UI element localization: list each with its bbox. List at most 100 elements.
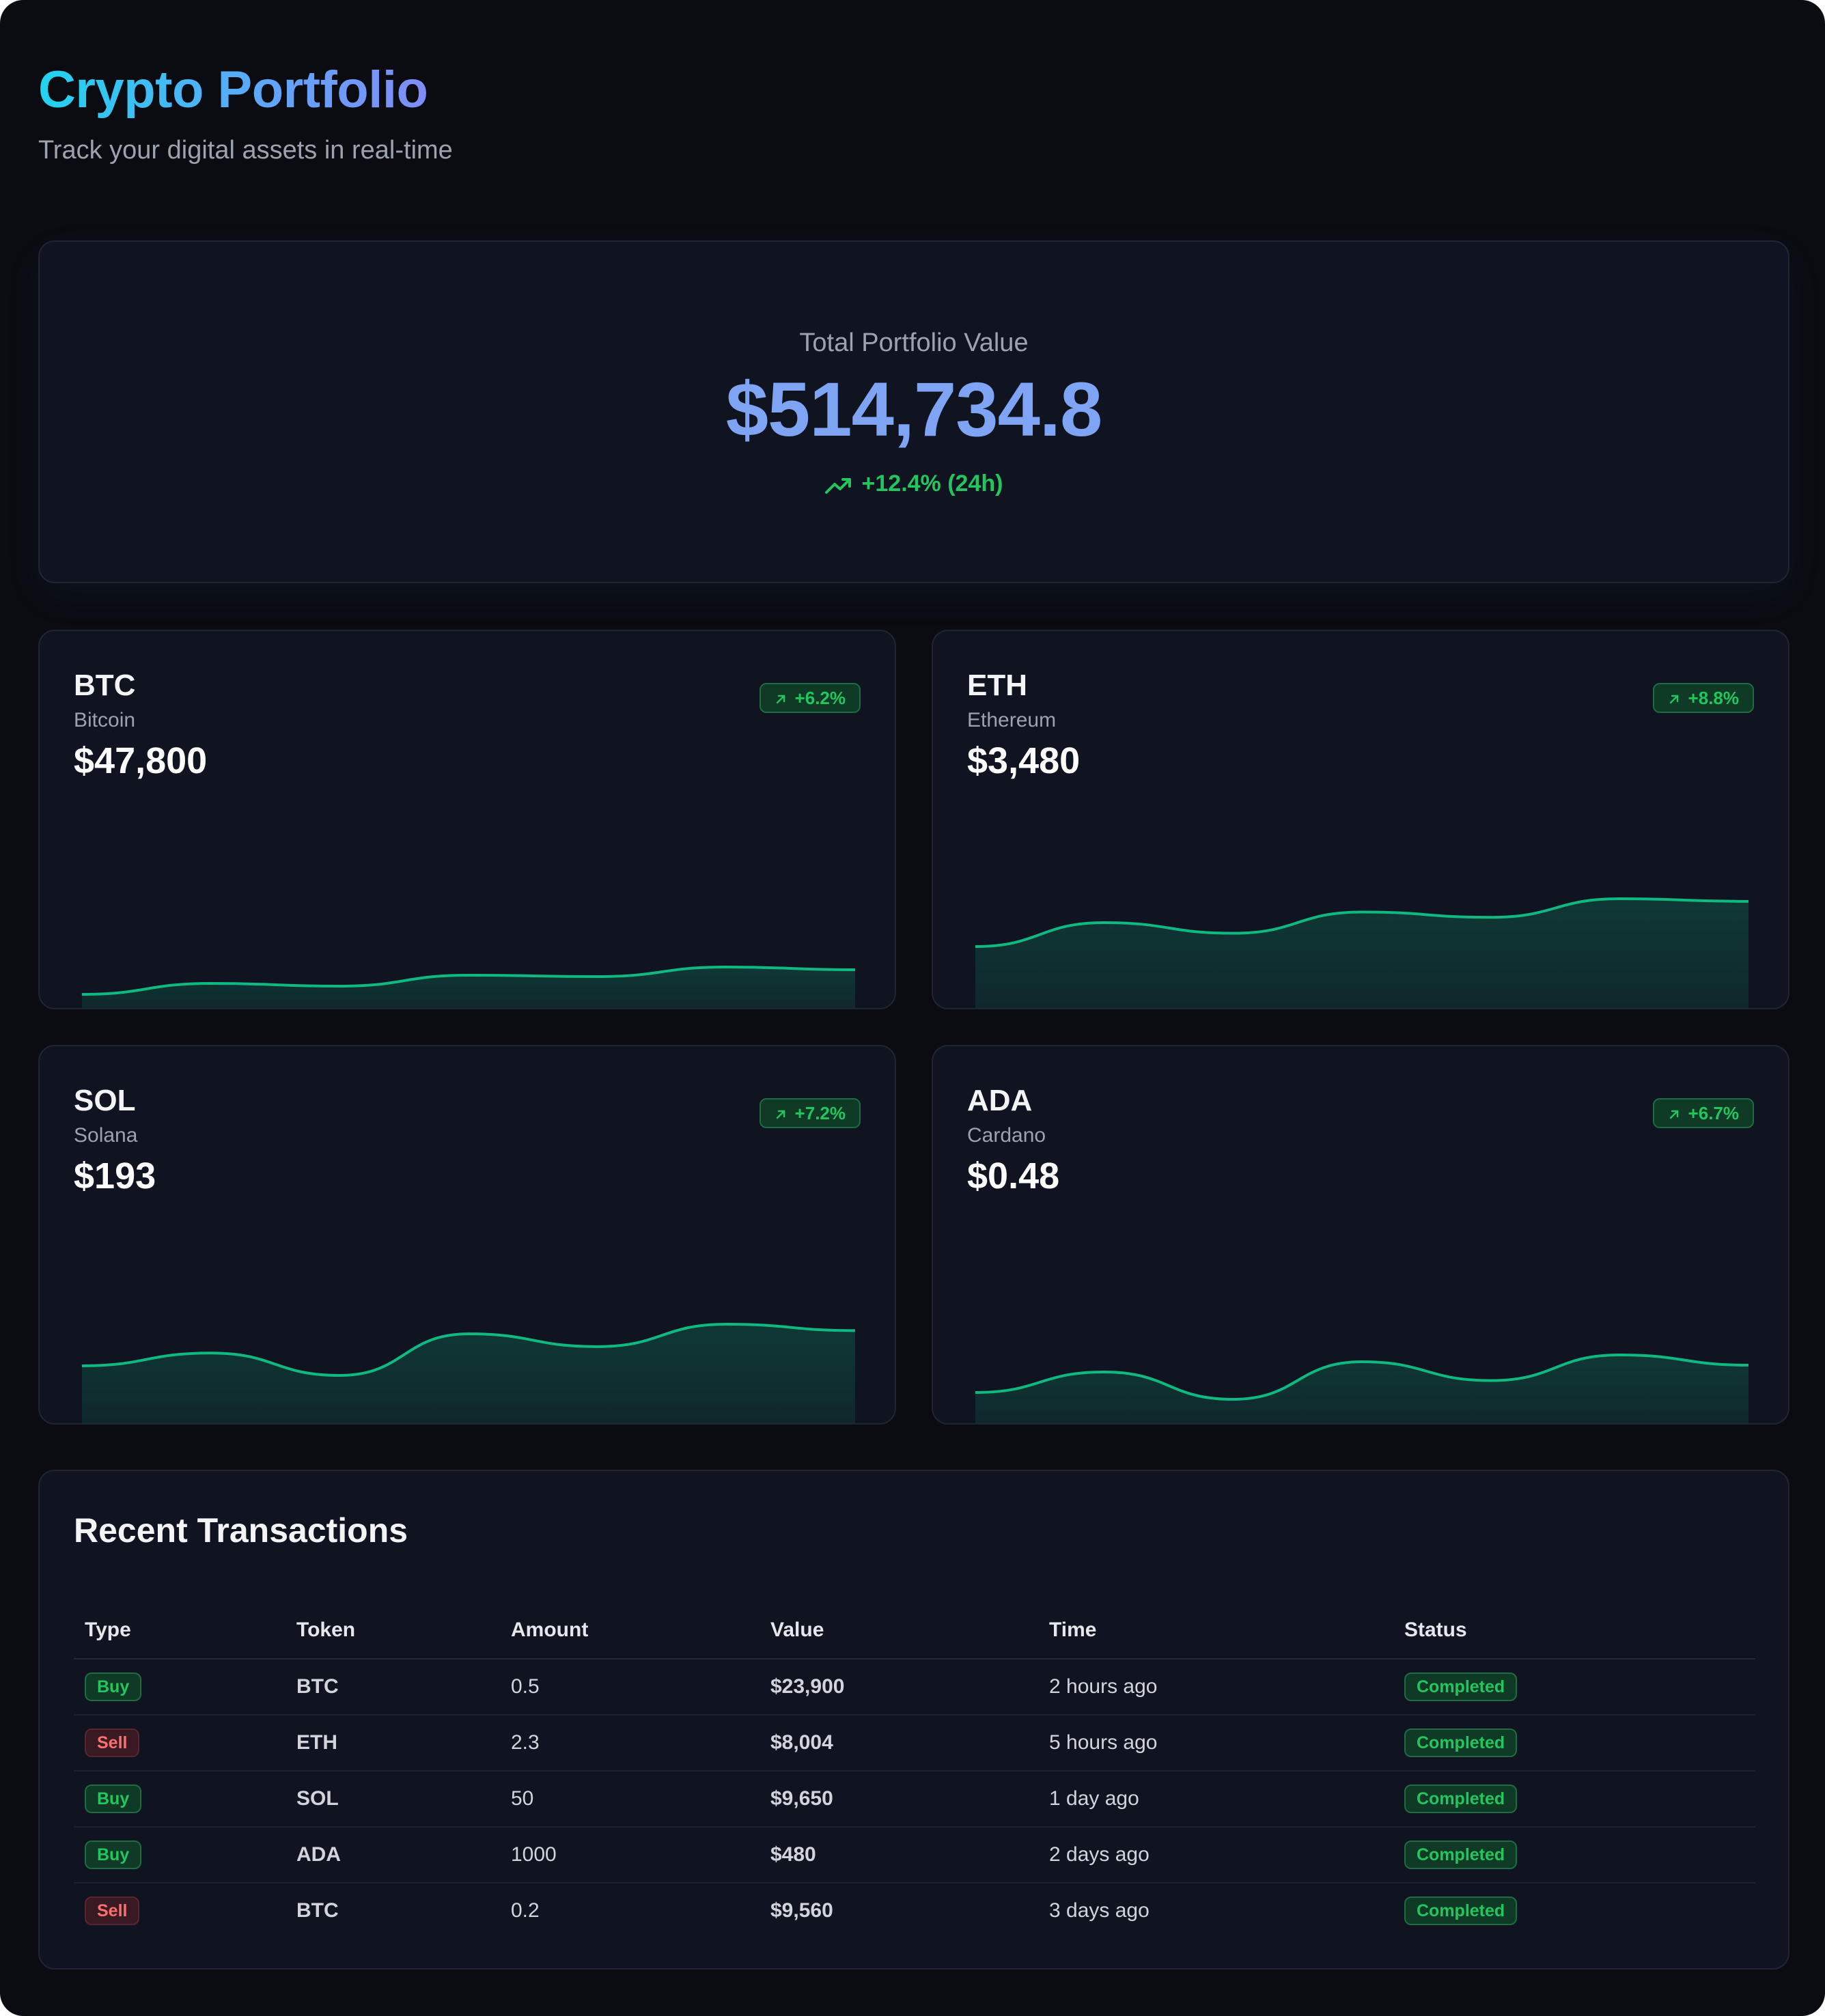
asset-symbol: ADA [967,1084,1033,1117]
page-subtitle: Track your digital assets in real-time [38,136,453,165]
time-cell: 3 days ago [1049,1899,1150,1922]
asset-symbol: ETH [967,669,1027,702]
type-cell: Buy [74,1771,285,1828]
arrow-up-right-icon [776,1110,785,1119]
type-badge: Buy [85,1672,142,1701]
time-cell: 2 days ago [1038,1827,1393,1884]
portfolio-value: $514,734.8 [725,367,1103,452]
token-cell: BTC [296,1899,339,1922]
sparkline-area [82,967,855,1008]
column-header-token[interactable]: Token [285,1602,500,1660]
asset-change-text: +6.2% [794,688,846,708]
arrow-up-right-icon [1669,695,1678,704]
asset-change-badge: +7.2% [759,1098,861,1128]
asset-price: $47,800 [74,740,208,781]
transactions-card: Recent Transactions Type Token Amount Va… [38,1470,1789,1970]
asset-change-text: +8.8% [1688,688,1739,708]
status-cell: Completed [1393,1715,1755,1772]
status-badge: Completed [1404,1784,1518,1813]
transactions-title: Recent Transactions [74,1511,408,1550]
asset-name: Ethereum [967,709,1057,731]
status-badge: Completed [1404,1728,1518,1757]
value-cell: $9,560 [770,1899,833,1922]
amount-cell: 1000 [500,1827,760,1884]
sparkline-chart [81,965,856,1008]
token-cell: ADA [285,1827,500,1884]
asset-change-text: +6.7% [1688,1103,1739,1123]
value-cell: $9,650 [760,1771,1038,1828]
token-cell: ETH [285,1715,500,1772]
asset-symbol: BTC [74,669,136,702]
sparkline-line [975,897,1749,948]
arrow-up-right-icon [776,695,785,704]
status-cell: Completed [1393,1659,1755,1716]
time-cell: 2 hours ago [1038,1659,1393,1716]
type-badge: Buy [85,1784,142,1813]
type-cell: Sell [74,1715,285,1772]
column-header-status[interactable]: Status [1393,1602,1755,1660]
sparkline-line [81,1322,856,1377]
table-row[interactable]: Buy BTC 0.5 $23,900 2 hours ago Complete… [74,1659,1755,1716]
sparkline-chart [975,897,1749,1008]
sparkline-area [975,1355,1749,1423]
type-cell: Buy [74,1659,285,1716]
asset-change-badge: +8.8% [1652,683,1754,713]
value-cell: $480 [760,1827,1038,1884]
sparkline-line [975,1353,1749,1401]
asset-price: $3,480 [967,740,1081,781]
portfolio-value-label: Total Portfolio Value [799,328,1029,357]
asset-symbol: SOL [74,1084,136,1117]
trending-up-icon [824,478,851,494]
portfolio-change: +12.4% (24h) [38,468,1789,499]
status-badge: Completed [1404,1672,1518,1701]
type-badge: Sell [85,1728,140,1757]
token-cell: BTC [285,1659,500,1716]
sparkline-line [81,965,856,996]
asset-name: Bitcoin [74,709,136,731]
type-cell: Buy [74,1827,285,1884]
asset-card-ada[interactable]: ADA Cardano +6.7% $0.48 [932,1045,1789,1425]
status-cell: Completed [1393,1771,1755,1828]
time-cell: 1 day ago [1038,1771,1393,1828]
asset-card-sol[interactable]: SOL Solana +7.2% $193 [38,1045,896,1425]
asset-card-btc[interactable]: BTC Bitcoin +6.2% $47,800 [38,630,896,1009]
amount-cell: 50 [500,1771,760,1828]
asset-change-badge: +6.7% [1652,1098,1754,1128]
asset-price: $193 [74,1156,156,1196]
asset-card-eth[interactable]: ETH Ethereum +8.8% $3,480 [932,630,1789,1009]
asset-change-badge: +6.2% [759,683,861,713]
table-row[interactable]: Sell BTC 0.2 $9,560 3 days ago Completed [74,1883,1755,1938]
asset-change-text: +7.2% [794,1103,846,1123]
column-header-time[interactable]: Time [1038,1602,1393,1660]
column-header-value[interactable]: Value [760,1602,1038,1660]
sparkline-area [82,1324,855,1423]
asset-name: Cardano [967,1124,1046,1147]
amount-cell: 0.5 [500,1659,760,1716]
status-badge: Completed [1404,1896,1518,1925]
sparkline-chart [81,1322,856,1423]
page-title: Crypto Portfolio [38,56,428,124]
status-badge: Completed [1404,1840,1518,1869]
asset-price: $0.48 [967,1156,1060,1196]
table-header-row: Type Token Amount Value Time Status [74,1602,1755,1660]
status-cell: Completed [1393,1883,1755,1938]
sparkline-chart [975,1353,1749,1423]
value-cell: $8,004 [760,1715,1038,1772]
table-row[interactable]: Sell ETH 2.3 $8,004 5 hours ago Complete… [74,1715,1755,1772]
table-row[interactable]: Buy ADA 1000 $480 2 days ago Completed [74,1827,1755,1884]
status-cell: Completed [1393,1827,1755,1884]
amount-cell: 2.3 [500,1715,760,1772]
table-row[interactable]: Buy SOL 50 $9,650 1 day ago Completed [74,1771,1755,1828]
amount-cell: 0.2 [511,1899,540,1922]
type-badge: Buy [85,1840,142,1869]
type-badge: Sell [85,1896,140,1925]
value-cell: $23,900 [760,1659,1038,1716]
portfolio-summary-card [38,240,1789,583]
sparkline-area [975,899,1749,1008]
column-header-type[interactable]: Type [74,1602,285,1660]
arrow-up-right-icon [1669,1110,1678,1119]
time-cell: 5 hours ago [1038,1715,1393,1772]
token-cell: SOL [285,1771,500,1828]
column-header-amount[interactable]: Amount [500,1602,760,1660]
